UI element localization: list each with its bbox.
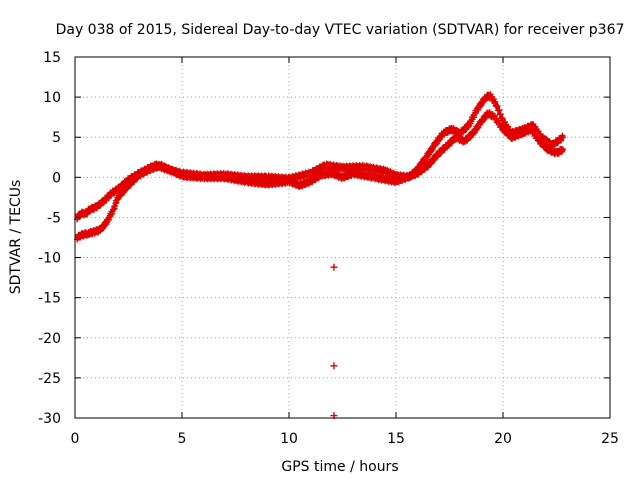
grid [75, 57, 610, 418]
y-axis-title: SDTVAR / TECUs [8, 180, 24, 295]
axis-ticks: 0 5 10 15 20 25 -30 -25 -20 -15 -10 -5 0 5 10 15 [38, 50, 619, 447]
y-tick-label: -30 [38, 411, 61, 427]
y-tick-label: 10 [43, 90, 61, 106]
plot-frame [74, 56, 611, 419]
x-tick-label: 0 [71, 431, 80, 447]
x-tick-label: 5 [178, 431, 187, 447]
chart-title: Day 038 of 2015, Sidereal Day-to-day VTE… [56, 22, 625, 38]
x-tick-label: 25 [601, 431, 619, 447]
y-tick-label: -5 [47, 210, 61, 226]
y-tick-label: 5 [52, 130, 61, 146]
x-axis-title: GPS time / hours [281, 459, 398, 475]
x-tick-label: 15 [387, 431, 405, 447]
y-tick-label: 0 [52, 170, 61, 186]
y-tick-label: 15 [43, 50, 61, 66]
y-tick-label: -10 [38, 251, 61, 267]
x-tick-label: 20 [494, 431, 512, 447]
x-tick-label: 10 [280, 431, 298, 447]
y-tick-label: -25 [38, 371, 61, 387]
y-tick-label: -20 [38, 331, 61, 347]
y-tick-label: -15 [38, 291, 61, 307]
data-points [74, 91, 566, 420]
